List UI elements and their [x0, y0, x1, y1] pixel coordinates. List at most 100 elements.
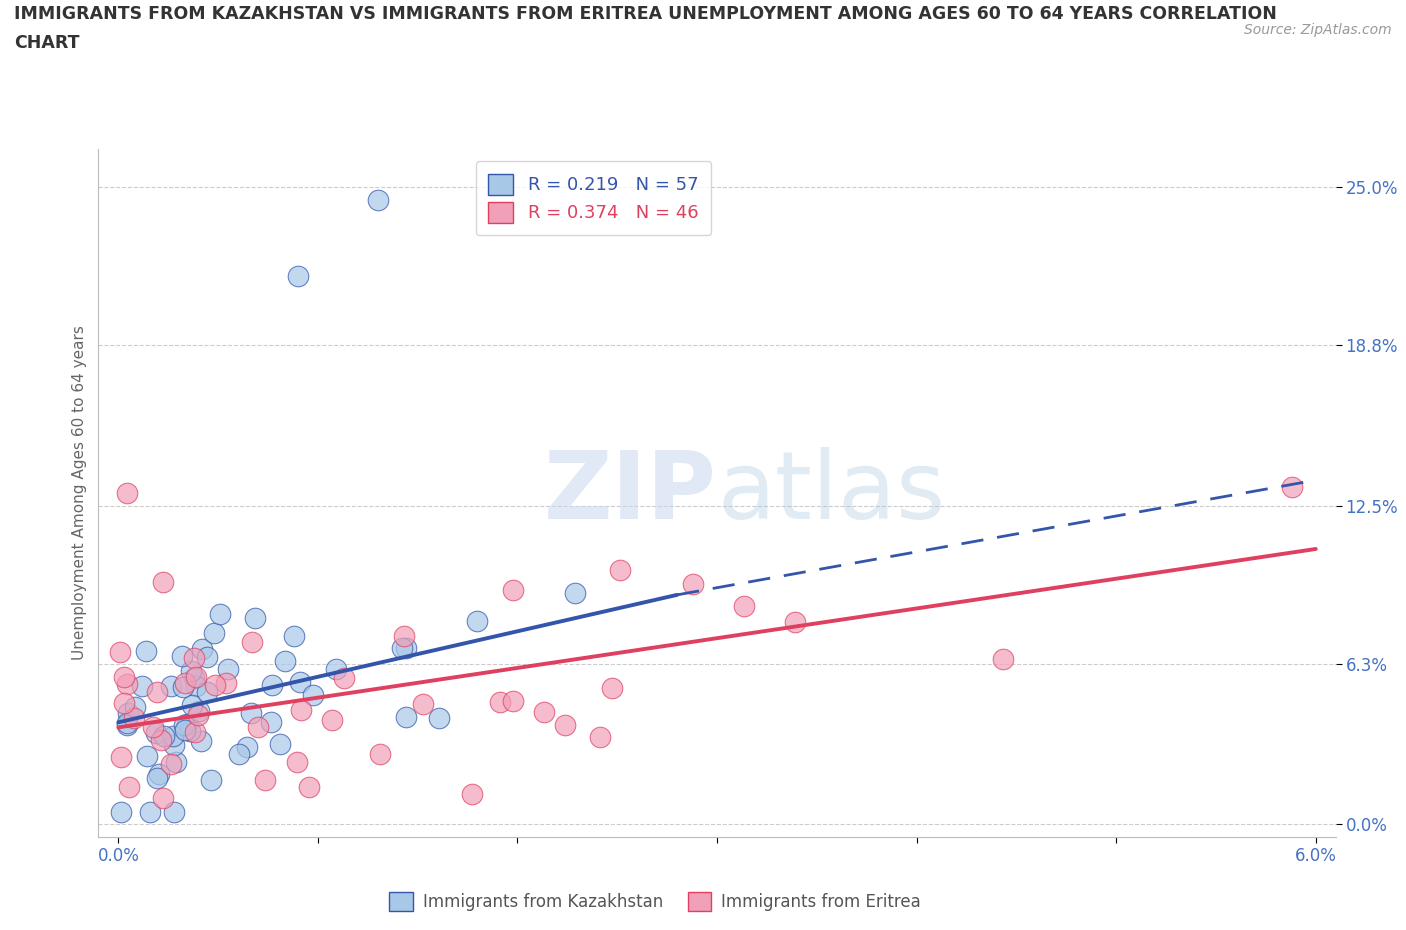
Point — [391, 640, 413, 655]
Point — [325, 661, 347, 676]
Text: CHART: CHART — [14, 34, 80, 52]
Point — [368, 747, 391, 762]
Point — [209, 606, 232, 621]
Point — [412, 697, 434, 711]
Point — [589, 730, 612, 745]
Point — [179, 724, 201, 738]
Point — [163, 737, 186, 752]
Point — [187, 708, 209, 723]
Point — [173, 676, 195, 691]
Point — [110, 644, 132, 659]
Point — [609, 562, 631, 577]
Point — [600, 681, 623, 696]
Point — [118, 780, 141, 795]
Point — [246, 720, 269, 735]
Point — [554, 718, 576, 733]
Point — [172, 649, 194, 664]
Point — [173, 718, 195, 733]
Point — [117, 705, 139, 720]
Point — [235, 739, 257, 754]
Point — [283, 629, 305, 644]
Point — [195, 684, 218, 699]
Point — [172, 680, 194, 695]
Point — [489, 695, 512, 710]
Point — [195, 649, 218, 664]
Point — [262, 677, 284, 692]
Point — [176, 717, 198, 732]
Point — [146, 771, 169, 786]
Point — [298, 779, 321, 794]
Point — [162, 729, 184, 744]
Point — [184, 670, 207, 684]
Text: ZIP: ZIP — [544, 447, 717, 538]
Text: Source: ZipAtlas.com: Source: ZipAtlas.com — [1244, 23, 1392, 37]
Point — [148, 766, 170, 781]
Point — [1281, 479, 1303, 494]
Point — [228, 746, 250, 761]
Point — [112, 696, 135, 711]
Point — [564, 586, 586, 601]
Point — [285, 755, 308, 770]
Legend: Immigrants from Kazakhstan, Immigrants from Eritrea: Immigrants from Kazakhstan, Immigrants f… — [382, 885, 928, 918]
Point — [145, 725, 167, 740]
Point — [392, 629, 415, 644]
Point — [367, 193, 389, 207]
Point — [395, 710, 418, 724]
Point — [288, 675, 311, 690]
Point — [502, 582, 524, 597]
Text: IMMIGRANTS FROM KAZAKHSTAN VS IMMIGRANTS FROM ERITREA UNEMPLOYMENT AMONG AGES 60: IMMIGRANTS FROM KAZAKHSTAN VS IMMIGRANTS… — [14, 5, 1277, 22]
Point — [180, 664, 202, 679]
Point — [461, 787, 484, 802]
Point — [181, 698, 204, 712]
Point — [243, 611, 266, 626]
Point — [204, 677, 226, 692]
Point — [110, 750, 132, 764]
Point — [215, 675, 238, 690]
Point — [273, 654, 295, 669]
Point — [152, 575, 174, 590]
Point — [152, 729, 174, 744]
Point — [183, 651, 205, 666]
Point — [115, 485, 138, 500]
Point — [190, 642, 212, 657]
Point — [427, 711, 450, 725]
Point — [254, 773, 277, 788]
Point — [188, 704, 211, 719]
Point — [240, 634, 263, 649]
Point — [190, 733, 212, 748]
Point — [733, 599, 755, 614]
Text: atlas: atlas — [717, 447, 945, 538]
Point — [136, 749, 159, 764]
Point — [122, 711, 145, 725]
Point — [217, 661, 239, 676]
Y-axis label: Unemployment Among Ages 60 to 64 years: Unemployment Among Ages 60 to 64 years — [72, 326, 87, 660]
Point — [146, 684, 169, 699]
Point — [202, 625, 225, 640]
Point — [152, 790, 174, 805]
Point — [269, 737, 291, 751]
Point — [117, 718, 139, 733]
Point — [991, 652, 1014, 667]
Point — [110, 804, 132, 819]
Point — [290, 703, 312, 718]
Point — [783, 614, 806, 629]
Point — [287, 269, 309, 284]
Point — [135, 644, 157, 658]
Point — [467, 614, 489, 629]
Point — [174, 723, 197, 737]
Point — [321, 713, 343, 728]
Point — [165, 755, 187, 770]
Point — [150, 733, 173, 748]
Point — [200, 773, 222, 788]
Point — [124, 699, 146, 714]
Point — [332, 671, 354, 685]
Point — [682, 577, 704, 591]
Point — [183, 671, 205, 685]
Point — [502, 694, 524, 709]
Point — [163, 804, 186, 819]
Point — [115, 715, 138, 730]
Point — [159, 678, 181, 693]
Point — [533, 705, 555, 720]
Point — [160, 757, 183, 772]
Point — [184, 678, 207, 693]
